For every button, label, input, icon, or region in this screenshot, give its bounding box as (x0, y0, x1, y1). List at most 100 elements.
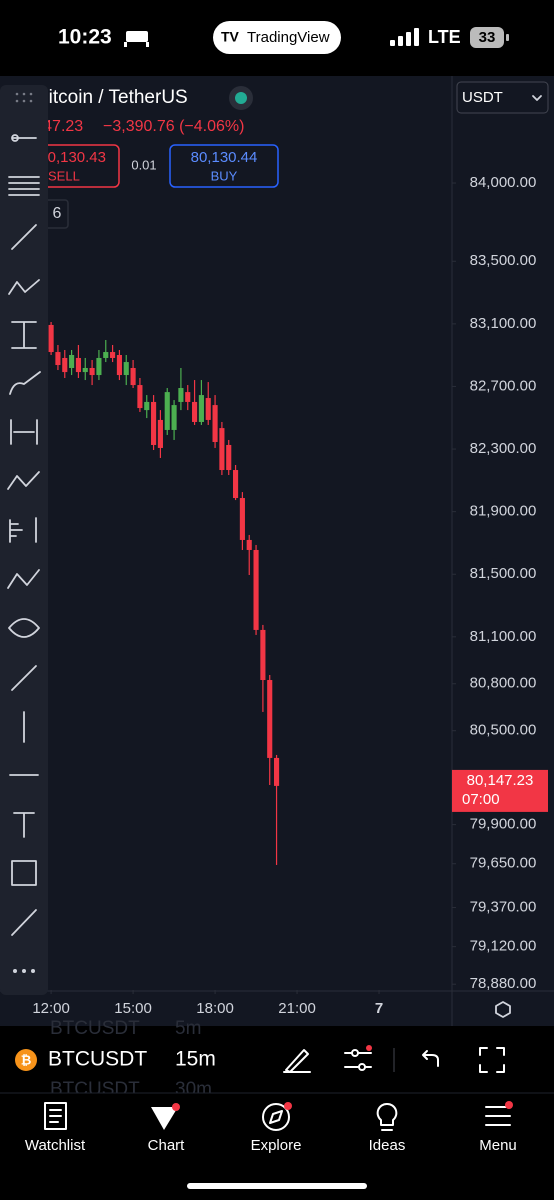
candle-body (96, 357, 102, 376)
chart-pane (0, 76, 554, 1026)
candle-body (82, 367, 88, 373)
x-tick-label: 7 (375, 1000, 383, 1017)
tab-label[interactable]: Explore (251, 1137, 302, 1154)
rectangle-tool[interactable] (11, 860, 37, 886)
tab-label[interactable]: Watchlist (25, 1137, 86, 1154)
candle-body (55, 352, 61, 366)
undo-icon[interactable] (422, 1050, 439, 1067)
candle-body (192, 401, 198, 422)
x-tick-label: 21:00 (278, 1000, 316, 1017)
x-tick-label: 18:00 (196, 1000, 234, 1017)
y-tick-label: 79,650.00 (470, 855, 537, 872)
y-tick-label: 83,500.00 (470, 252, 537, 269)
y-tick-label: 79,370.00 (470, 899, 537, 916)
horizontal-line-tool[interactable] (11, 134, 37, 142)
y-tick-label: 79,900.00 (470, 816, 537, 833)
settings-icon[interactable] (495, 1001, 511, 1018)
ghost-interval: 5m (175, 1018, 201, 1039)
candle-body (171, 405, 177, 430)
abcd-tool[interactable] (7, 569, 40, 589)
y-tick-label: 81,500.00 (470, 565, 537, 582)
plot (48, 321, 280, 865)
explore-icon[interactable] (262, 1102, 292, 1131)
clock: 10:23 (58, 26, 112, 49)
watchlist-icon[interactable] (44, 1102, 67, 1130)
candle-body (219, 428, 225, 471)
text-tool[interactable] (13, 812, 35, 838)
x-tick-label: 15:00 (114, 1000, 152, 1017)
battery-tip (506, 34, 509, 41)
drawing-toolbar (0, 85, 48, 995)
projection-tool[interactable] (11, 321, 37, 349)
pattern-tool[interactable] (8, 279, 40, 295)
volume-tool[interactable] (9, 517, 37, 543)
symbol-name: Bitcoin / TetherUS (36, 87, 188, 108)
candle-body (273, 757, 280, 786)
ray-tool[interactable] (11, 665, 37, 691)
forecast-tool[interactable] (7, 471, 40, 490)
buy-button[interactable] (169, 144, 279, 188)
indicator-count: 6 (53, 205, 62, 222)
candle-body (48, 324, 54, 353)
interval[interactable]: 15m (175, 1048, 216, 1071)
y-tick-label: 78,880.00 (470, 975, 537, 992)
y-tick-label: 84,000.00 (470, 174, 537, 191)
candle-body (267, 680, 273, 758)
menu-icon[interactable] (485, 1101, 513, 1126)
indicators-icon[interactable] (344, 1045, 372, 1071)
symbol[interactable]: BTCUSDT (48, 1048, 147, 1071)
candle-body (260, 629, 266, 681)
y-tick-label: 82,700.00 (470, 377, 537, 394)
trend-line-tool[interactable] (11, 224, 37, 250)
buy-price: 80,130.44 (191, 149, 258, 166)
candle-body (110, 352, 116, 358)
fib-tool[interactable] (8, 176, 40, 196)
tv-logo: TV (221, 29, 240, 45)
currency: USDT (462, 89, 503, 106)
currency-select[interactable] (456, 81, 549, 114)
more-tools[interactable] (13, 969, 35, 973)
ellipse-tool[interactable] (8, 618, 40, 638)
arrow-tool[interactable] (11, 909, 37, 936)
bitcoin-glyph: ₿ (21, 1052, 32, 1067)
toolbar-icons (7, 92, 41, 973)
battery (470, 27, 504, 48)
candle-body (89, 367, 95, 376)
candle-body (62, 357, 68, 373)
network: LTE (428, 27, 461, 47)
ghost-symbol: BTCUSDT (50, 1018, 140, 1039)
draw-icon[interactable] (283, 1049, 311, 1073)
range-tool[interactable] (10, 419, 38, 445)
spread: 0.01 (131, 157, 156, 172)
tab-label[interactable]: Chart (148, 1137, 186, 1154)
y-tick-label: 80,800.00 (470, 675, 537, 692)
ideas-icon[interactable] (376, 1102, 398, 1131)
last-price-text: 80,147.23 (467, 772, 534, 789)
candle-body (144, 401, 150, 411)
signal-icon (390, 28, 419, 46)
y-tick-label: 81,100.00 (470, 628, 537, 645)
tabs: Watchlist Chart Explore Ideas Menu (25, 1137, 517, 1154)
price-change: −3,390.76 (−4.06%) (103, 118, 244, 135)
tab-label[interactable]: Ideas (369, 1137, 406, 1154)
chart-tab-icon[interactable] (151, 1103, 180, 1130)
candle-body (157, 419, 163, 448)
bed-icon (124, 31, 149, 47)
app-name: TradingView (247, 29, 330, 46)
brush-tool[interactable] (9, 371, 41, 395)
candle-body (233, 470, 239, 499)
app-pill[interactable] (213, 21, 341, 54)
tab-label[interactable]: Menu (479, 1137, 517, 1154)
y-tick-label: 81,900.00 (470, 503, 537, 520)
fullscreen-icon[interactable] (479, 1047, 505, 1073)
axes: 84,000.00 83,500.00 83,100.00 82,700.00 82,3… (32, 174, 548, 1017)
y-tick-label: 82,300.00 (470, 440, 537, 457)
home-indicator (187, 1183, 367, 1189)
candle-body (116, 355, 122, 376)
candle-body (103, 352, 109, 358)
market-status-dot (235, 92, 247, 104)
candle-body (205, 398, 211, 420)
candle-body (69, 355, 75, 368)
